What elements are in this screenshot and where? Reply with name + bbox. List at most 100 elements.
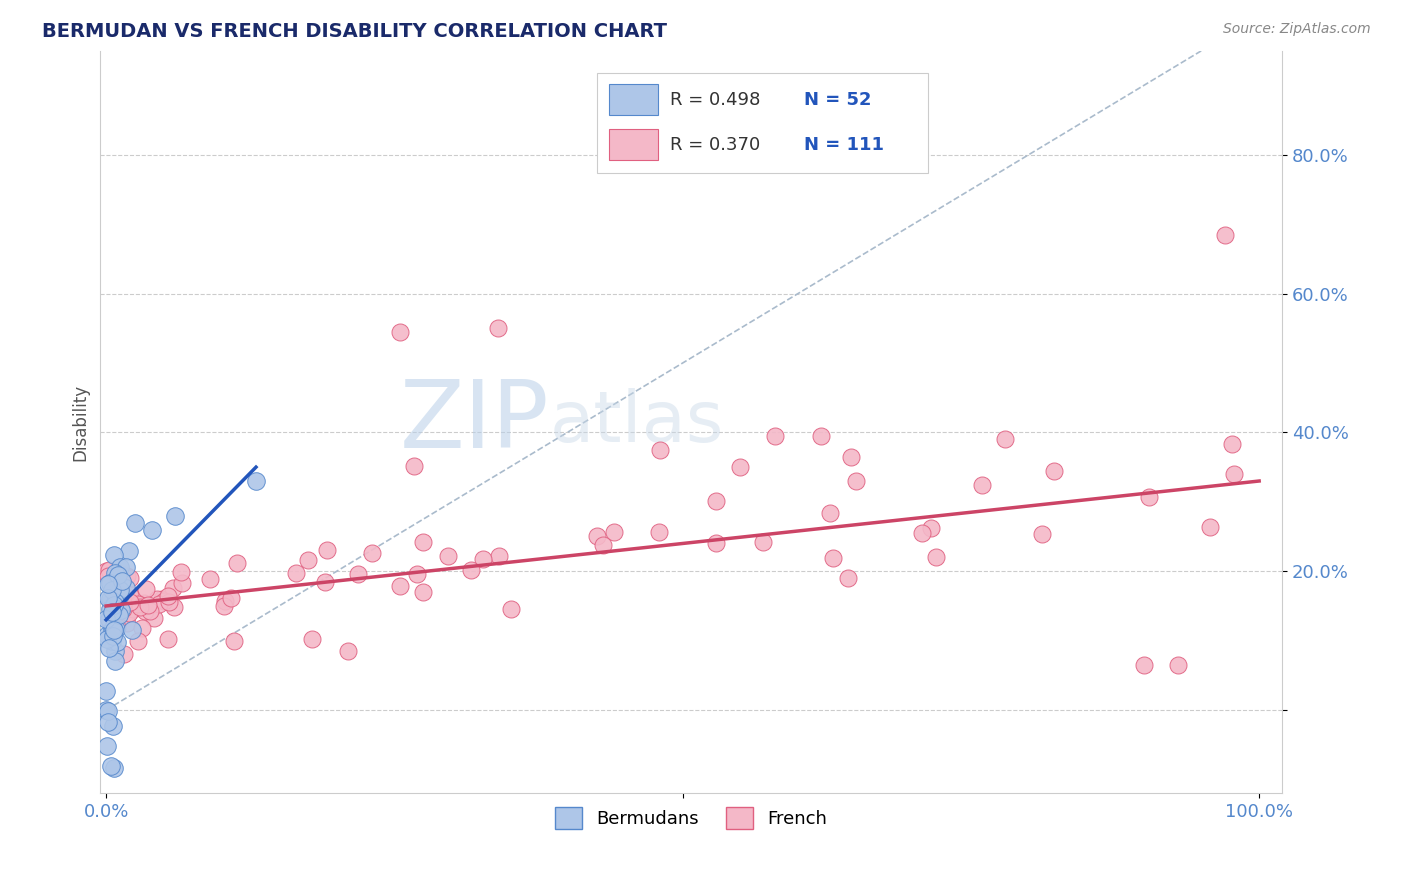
Point: [157, 595, 180, 609]
Point: [404, 459, 426, 474]
Point: [103, 548, 125, 562]
Point: [120, 601, 142, 615]
Point: [146, 592, 169, 607]
Point: [111, 574, 134, 589]
Point: [115, 581, 138, 595]
Point: [120, 595, 142, 609]
Point: [98, 601, 121, 615]
Point: [132, 596, 155, 610]
Point: [96, 564, 118, 578]
Point: [994, 433, 1017, 447]
Point: [108, 560, 131, 574]
Point: [412, 585, 434, 599]
Point: [127, 597, 149, 611]
Point: [100, 759, 122, 773]
Point: [97, 613, 120, 627]
Point: [920, 521, 942, 535]
Point: [141, 523, 163, 537]
Legend: Bermudans, French: Bermudans, French: [548, 800, 835, 837]
Point: [108, 608, 131, 623]
Text: BERMUDAN VS FRENCH DISABILITY CORRELATION CHART: BERMUDAN VS FRENCH DISABILITY CORRELATIO…: [42, 22, 668, 41]
Point: [110, 567, 132, 582]
Point: [105, 592, 128, 607]
Point: [1213, 227, 1236, 242]
Point: [970, 478, 993, 492]
Point: [96, 627, 118, 641]
Point: [117, 544, 139, 558]
Point: [107, 575, 129, 590]
Point: [1223, 467, 1246, 482]
Text: N = 111: N = 111: [804, 136, 883, 154]
Point: [104, 566, 127, 580]
Point: [412, 535, 434, 549]
Point: [156, 589, 179, 603]
Point: [301, 632, 323, 646]
Point: [101, 719, 124, 733]
Point: [107, 566, 129, 580]
Point: [131, 622, 153, 636]
Point: [810, 429, 832, 443]
Point: [105, 606, 128, 620]
Point: [104, 602, 127, 616]
Point: [486, 321, 509, 335]
Point: [472, 552, 495, 566]
Point: [436, 549, 458, 563]
Point: [104, 622, 127, 636]
Point: [818, 506, 841, 520]
Point: [1031, 526, 1053, 541]
Point: [706, 493, 728, 508]
Point: [129, 599, 152, 614]
Point: [101, 606, 124, 620]
Text: atlas: atlas: [550, 387, 724, 457]
Point: [104, 654, 127, 668]
Point: [108, 589, 131, 603]
Point: [460, 563, 482, 577]
Point: [96, 632, 118, 646]
Point: [219, 591, 242, 605]
Point: [107, 568, 129, 582]
Point: [101, 633, 124, 648]
Point: [96, 684, 118, 698]
Point: [127, 634, 149, 648]
Point: [134, 604, 156, 618]
Point: [103, 623, 125, 637]
Point: [224, 633, 246, 648]
Point: [104, 595, 127, 609]
Point: [118, 587, 141, 601]
Point: [96, 739, 118, 753]
Point: [586, 529, 609, 543]
FancyBboxPatch shape: [609, 84, 658, 115]
Point: [214, 599, 236, 613]
Text: ZIP: ZIP: [399, 376, 550, 468]
Point: [121, 601, 143, 615]
Point: [225, 556, 247, 570]
Point: [98, 613, 121, 627]
Point: [347, 567, 370, 582]
Point: [165, 508, 187, 523]
Point: [105, 622, 128, 636]
Point: [97, 612, 120, 626]
Point: [488, 549, 510, 563]
Point: [97, 591, 120, 605]
Point: [592, 538, 614, 552]
Point: [103, 761, 125, 775]
Point: [98, 592, 121, 607]
Point: [121, 623, 143, 637]
Point: [94, 612, 117, 626]
Point: [142, 611, 165, 625]
Point: [112, 647, 135, 661]
Y-axis label: Disability: Disability: [72, 384, 89, 460]
Point: [1137, 490, 1160, 504]
Point: [107, 579, 129, 593]
Point: [148, 597, 170, 611]
Point: [170, 566, 193, 580]
Point: [101, 622, 124, 636]
Point: [105, 598, 128, 612]
Point: [117, 615, 139, 630]
Text: R = 0.498: R = 0.498: [671, 92, 761, 110]
Point: [105, 620, 128, 634]
Point: [110, 603, 132, 617]
Point: [297, 553, 319, 567]
Point: [501, 602, 523, 616]
Point: [98, 576, 121, 591]
